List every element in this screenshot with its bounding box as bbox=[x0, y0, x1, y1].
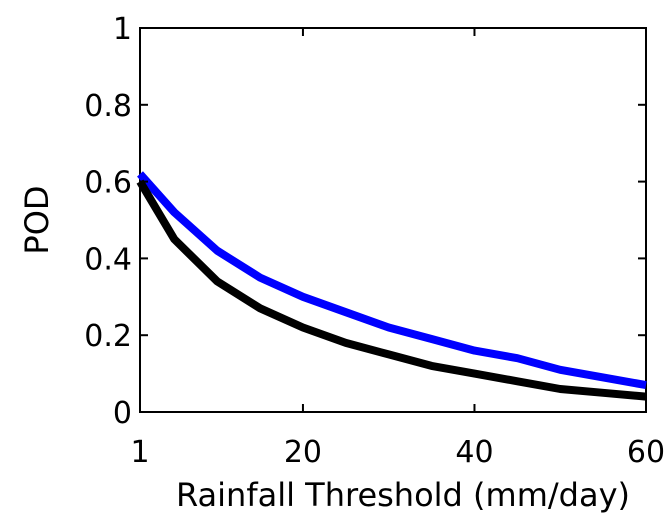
series-line-2 bbox=[136, 179, 647, 401]
y-tick-label: 1 bbox=[113, 12, 132, 47]
plot-area-border bbox=[139, 27, 647, 413]
x-tick-label: 1 bbox=[130, 435, 149, 470]
x-axis-ticks: 1 20 40 60 bbox=[130, 28, 665, 470]
x-tick-label: 60 bbox=[627, 435, 665, 470]
y-axis-ticks: 0 0.2 0.4 0.6 0.8 1 bbox=[84, 12, 646, 431]
plot-frame bbox=[139, 27, 647, 413]
x-tick-label: 20 bbox=[284, 435, 322, 470]
y-tick-label: 0 bbox=[113, 396, 132, 431]
x-tick-label: 40 bbox=[455, 435, 493, 470]
y-tick-label: 0.2 bbox=[84, 319, 132, 354]
y-tick-label: 0.8 bbox=[84, 89, 132, 124]
y-tick-label: 0.4 bbox=[84, 242, 132, 277]
series-line-1 bbox=[137, 171, 647, 390]
y-axis-title: POD bbox=[18, 185, 56, 254]
x-axis-title: Rainfall Threshold (mm/day) bbox=[176, 476, 630, 514]
y-tick-label: 0.6 bbox=[84, 166, 132, 201]
series-lines bbox=[136, 171, 647, 401]
